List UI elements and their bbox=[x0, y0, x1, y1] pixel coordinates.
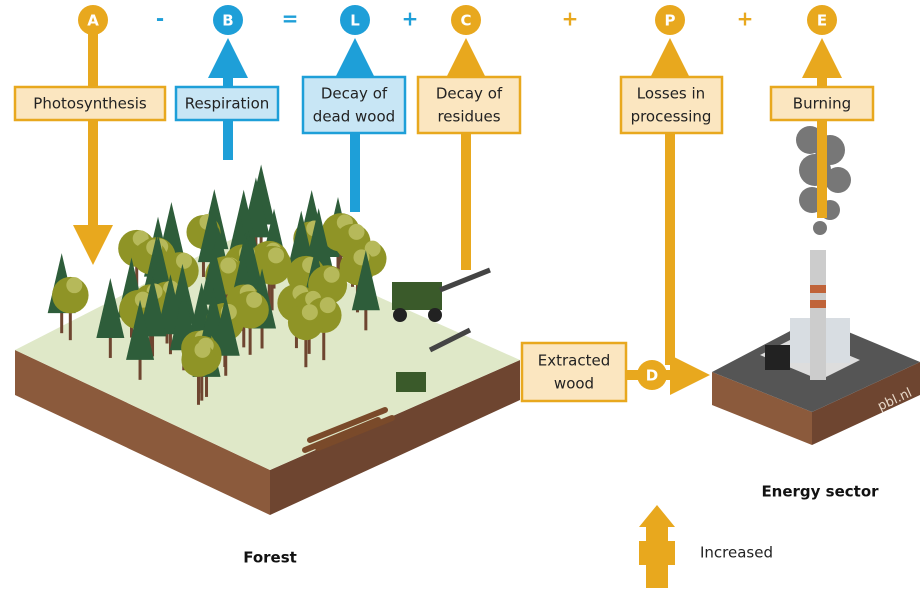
box-label: Photosynthesis bbox=[33, 95, 147, 113]
trees bbox=[47, 164, 387, 405]
box-label: residues bbox=[437, 108, 500, 126]
energy-block bbox=[712, 250, 920, 445]
tree-part bbox=[268, 247, 285, 264]
box-label: Extracted bbox=[538, 352, 610, 370]
logs bbox=[302, 407, 395, 453]
caption: Forest bbox=[243, 549, 297, 567]
tree-part bbox=[138, 276, 167, 337]
tree-part bbox=[301, 304, 318, 321]
operator: - bbox=[156, 7, 164, 31]
tree-part bbox=[175, 252, 192, 269]
tree-part bbox=[211, 295, 240, 356]
harvester bbox=[392, 267, 491, 392]
tree-part bbox=[194, 341, 211, 358]
legend-label: Increased bbox=[700, 544, 773, 562]
term: B bbox=[222, 12, 233, 30]
operator: + bbox=[737, 7, 754, 31]
tree-part bbox=[220, 257, 237, 274]
tree-part bbox=[348, 223, 365, 240]
box-label: processing bbox=[631, 108, 712, 126]
tree-part bbox=[319, 297, 336, 314]
tree-part bbox=[126, 299, 155, 360]
box-label: Losses in bbox=[637, 85, 705, 103]
box-label: Decay of bbox=[321, 85, 388, 103]
box-label: dead wood bbox=[313, 108, 395, 126]
tree-part bbox=[351, 250, 380, 311]
equation: A - B = L + C + P + E bbox=[78, 5, 837, 35]
tree-part bbox=[96, 277, 125, 338]
term: D bbox=[646, 367, 658, 385]
tree-part bbox=[304, 208, 333, 269]
term: A bbox=[87, 12, 99, 30]
tree-part bbox=[323, 266, 340, 283]
tree-part bbox=[66, 277, 83, 294]
caption: Energy sector bbox=[761, 483, 879, 501]
term: C bbox=[460, 12, 471, 30]
term: L bbox=[350, 12, 360, 30]
tree-part bbox=[364, 240, 381, 257]
box-label: Burning bbox=[793, 95, 851, 113]
tree-part bbox=[287, 210, 316, 271]
operator: = bbox=[282, 7, 299, 31]
box-label: wood bbox=[554, 375, 594, 393]
tree-part bbox=[246, 291, 263, 308]
legend: Increased bbox=[639, 505, 773, 588]
term: P bbox=[665, 12, 676, 30]
term: E bbox=[817, 12, 827, 30]
operator: + bbox=[402, 7, 419, 31]
tree-part bbox=[199, 244, 228, 305]
box-label: Decay of bbox=[436, 85, 503, 103]
box-label: Respiration bbox=[185, 95, 270, 113]
operator: + bbox=[562, 7, 579, 31]
labels: Photosynthesis Respiration Decay of dead… bbox=[13, 75, 875, 403]
